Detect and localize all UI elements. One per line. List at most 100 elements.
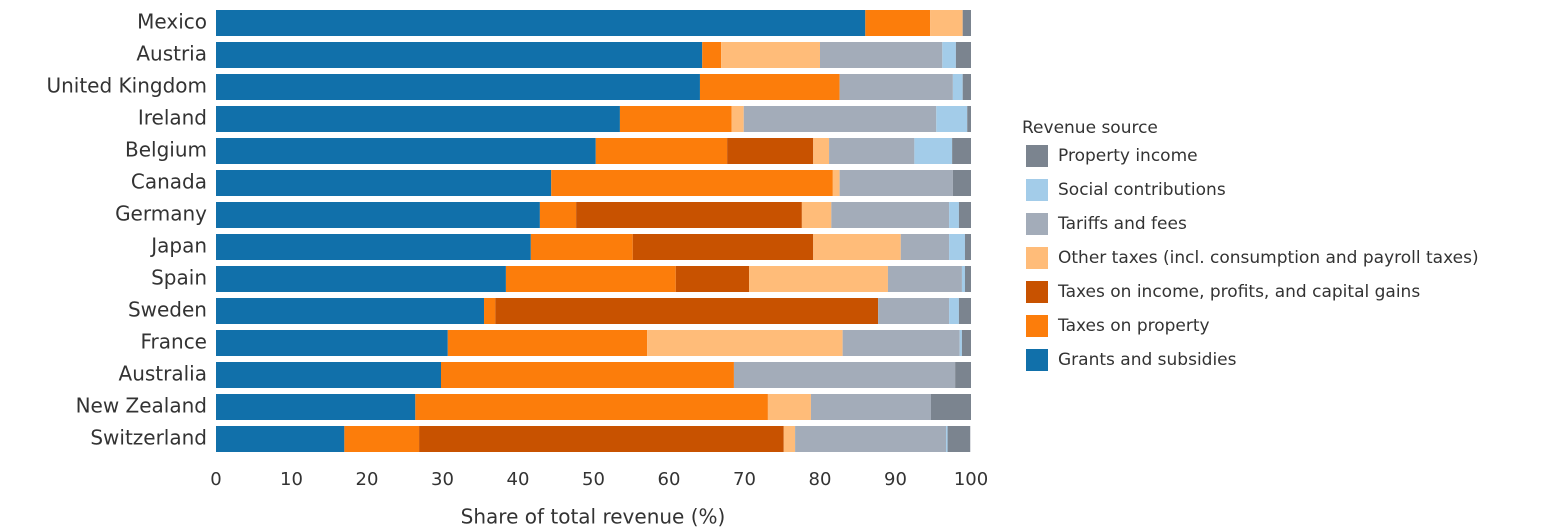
legend-label: Taxes on property (1057, 316, 1210, 336)
bar-segment (216, 170, 552, 196)
bar-segment (946, 426, 948, 452)
bar-segment (952, 170, 971, 196)
bar-segment (900, 234, 950, 260)
bar-segment (216, 394, 416, 420)
category-label: Ireland (138, 106, 207, 130)
legend-label: Taxes on income, profits, and capital ga… (1057, 282, 1420, 302)
category-label: United Kingdom (46, 74, 207, 98)
bar-segment (964, 234, 971, 260)
x-tick-label: 60 (658, 469, 681, 490)
bar-segment (699, 74, 840, 100)
bar-segment (344, 426, 420, 452)
legend-swatch (1026, 179, 1048, 201)
x-tick-label: 70 (733, 469, 756, 490)
bar-segment (961, 266, 965, 292)
bar-segment (216, 330, 448, 356)
bar-segment (216, 426, 345, 452)
x-tick-label: 0 (210, 469, 221, 490)
bar-segment (216, 10, 866, 36)
bar-segment (813, 234, 901, 260)
bar-segment (440, 362, 734, 388)
bar-segment (795, 426, 947, 452)
category-label: Austria (136, 42, 207, 66)
bar-segment (878, 298, 950, 324)
bar-segment (949, 202, 959, 228)
bar-segment (731, 106, 744, 132)
category-label: Canada (131, 170, 207, 194)
legend-title: Revenue source (1022, 118, 1158, 138)
bar-segment (216, 138, 596, 164)
bar-segment (749, 266, 888, 292)
bar-segment (447, 330, 648, 356)
bar-segment (415, 394, 768, 420)
x-tick-label: 20 (356, 469, 379, 490)
category-label: Sweden (128, 298, 207, 322)
bar-segment (216, 362, 441, 388)
bar-segment (820, 42, 943, 68)
bar-segment (675, 266, 750, 292)
bar-segment (632, 234, 814, 260)
bar-segment (842, 330, 960, 356)
bar-segment (959, 330, 962, 356)
legend-label: Social contributions (1058, 180, 1226, 200)
bar-segment (949, 234, 965, 260)
bar-segment (733, 362, 956, 388)
legend-swatch (1026, 281, 1048, 303)
bar-segment (216, 106, 620, 132)
bar-segment (813, 138, 830, 164)
category-label: Switzerland (90, 426, 207, 450)
bar-segment (961, 330, 971, 356)
category-label: Belgium (125, 138, 207, 162)
bar-segment (955, 362, 971, 388)
bar-segment (964, 266, 971, 292)
bar-segment (727, 138, 814, 164)
bar-segment (942, 42, 956, 68)
category-label: Mexico (137, 10, 207, 34)
legend-swatch (1026, 213, 1048, 235)
category-label: Australia (119, 362, 207, 386)
bar-segment (619, 106, 732, 132)
bar-segment (576, 202, 802, 228)
bar-segment (958, 202, 971, 228)
legend-swatch (1026, 349, 1048, 371)
bar-segment (419, 426, 784, 452)
bar-segment (216, 202, 540, 228)
bar-segment (495, 298, 879, 324)
bar-segment (216, 298, 485, 324)
bar-segment (801, 202, 832, 228)
bar-segment (216, 42, 703, 68)
legend-label: Other taxes (incl. consumption and payro… (1058, 248, 1479, 268)
x-tick-label: 100 (954, 469, 988, 490)
x-tick-label: 40 (507, 469, 530, 490)
bar-segment (930, 10, 963, 36)
bar-segment (962, 74, 971, 100)
category-label: Germany (115, 202, 207, 226)
legend-label: Tariffs and fees (1057, 214, 1187, 234)
category-label: Japan (149, 234, 207, 258)
bar-segment (832, 170, 840, 196)
bar-segment (936, 106, 968, 132)
bar-segment (831, 202, 950, 228)
bar-segment (958, 298, 971, 324)
legend-swatch (1026, 145, 1048, 167)
bar-segment (530, 234, 633, 260)
legend-label: Property income (1058, 146, 1198, 166)
category-label: France (140, 330, 207, 354)
bar-segment (914, 138, 953, 164)
x-tick-label: 10 (280, 469, 303, 490)
category-label: New Zealand (76, 394, 207, 418)
bar-segment (647, 330, 843, 356)
bar-segment (721, 42, 820, 68)
bar-segment (947, 426, 971, 452)
bar-segment (829, 138, 915, 164)
bar-segment (767, 394, 811, 420)
bar-segment (955, 42, 971, 68)
bar-segment (810, 394, 931, 420)
x-tick-label: 50 (582, 469, 605, 490)
bar-segment (952, 138, 971, 164)
x-tick-label: 30 (431, 469, 454, 490)
bar-segment (839, 74, 953, 100)
bar-segment (484, 298, 496, 324)
bar-segment (887, 266, 962, 292)
bar-segment (930, 394, 971, 420)
